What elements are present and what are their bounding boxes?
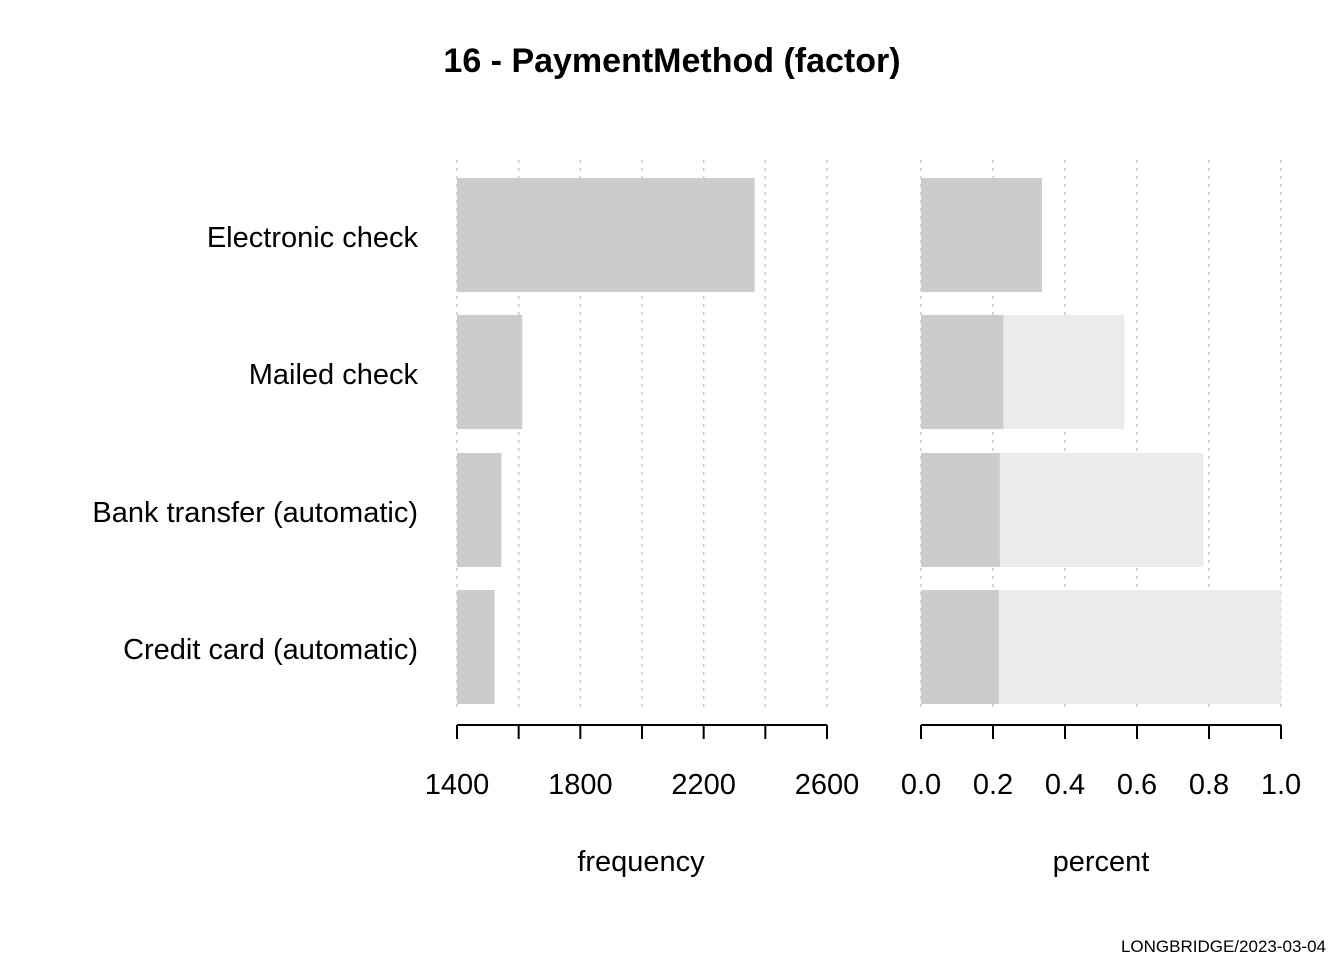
percent-tick-label: 0.8 — [1189, 769, 1229, 801]
percent-bar-credit-card-automatic — [921, 590, 999, 704]
frequency-bar-bank-transfer-automatic — [457, 453, 502, 567]
frequency-bar-credit-card-automatic — [457, 590, 495, 704]
percent-tick-label: 0.2 — [973, 769, 1013, 801]
category-label-bank-transfer: Bank transfer (automatic) — [92, 497, 418, 529]
frequency-tick-label: 1400 — [425, 769, 490, 801]
percent-bar-electronic-check — [921, 178, 1042, 292]
category-labels: Electronic check Mailed check Bank trans… — [92, 222, 418, 666]
frequency-bar-electronic-check — [457, 178, 755, 292]
category-label-credit-card: Credit card (automatic) — [123, 634, 418, 666]
percent-tick-label: 0.6 — [1117, 769, 1157, 801]
category-label-mailed-check: Mailed check — [249, 359, 419, 391]
chart-title: 16 - PaymentMethod (factor) — [443, 42, 900, 80]
category-label-electronic-check: Electronic check — [207, 222, 419, 254]
frequency-tick-label: 2600 — [795, 769, 860, 801]
frequency-tick-label: 1800 — [548, 769, 613, 801]
frequency-panel: 1400 1800 2200 2600 — [425, 160, 860, 801]
footer-credit: LONGBRIDGE/2023-03-04 — [1121, 937, 1326, 956]
percent-panel: 0.0 0.2 0.4 0.6 0.8 1.0 — [901, 160, 1301, 801]
percent-bar-bank-transfer-automatic — [921, 453, 1000, 567]
percent-tick-label: 1.0 — [1261, 769, 1301, 801]
percent-tick-label: 0.0 — [901, 769, 941, 801]
frequency-tick-label: 2200 — [671, 769, 736, 801]
percent-axis-title: percent — [1053, 846, 1150, 878]
percent-tick-label: 0.4 — [1045, 769, 1085, 801]
percent-bar-mailed-check — [921, 315, 1004, 429]
frequency-bar-mailed-check — [457, 315, 523, 429]
frequency-axis-title: frequency — [577, 846, 705, 878]
